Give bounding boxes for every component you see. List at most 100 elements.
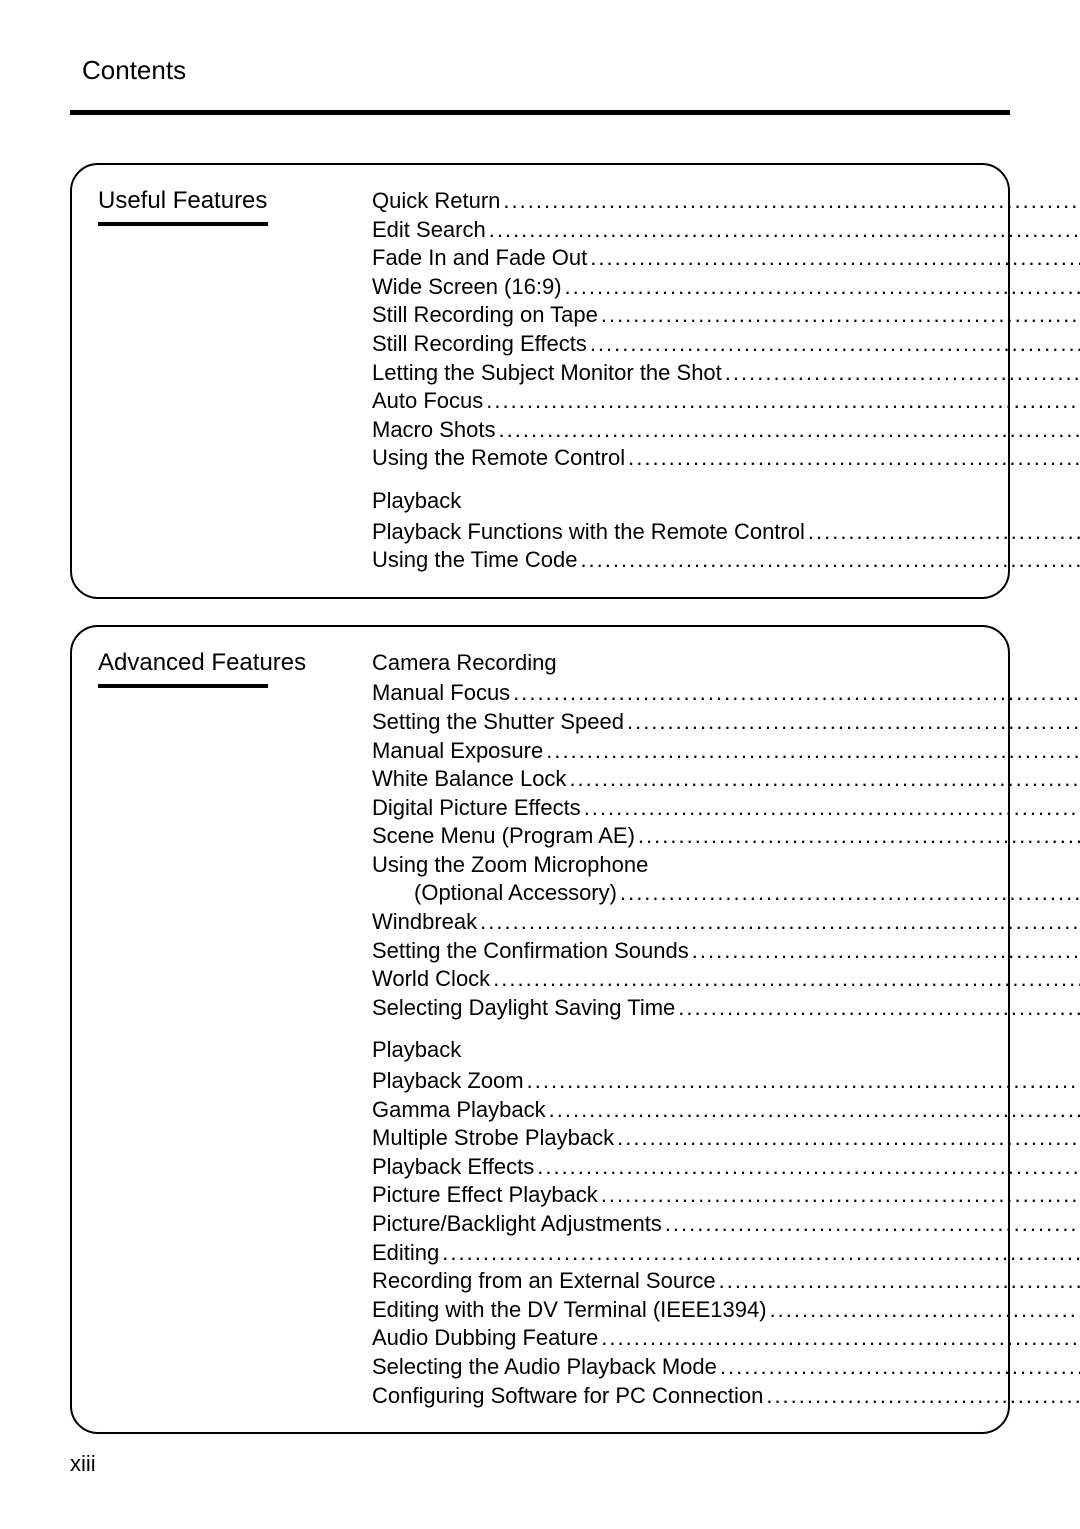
toc-leader-dots: ........................................…	[503, 187, 1080, 216]
toc-entry: Still Recording Effects ................…	[372, 330, 1080, 359]
toc-entry-label: Gamma Playback	[372, 1096, 549, 1125]
toc-entry-label: Still Recording on Tape	[372, 301, 601, 330]
toc-leader-dots: ........................................…	[601, 1181, 1080, 1210]
toc-entry-label: Audio Dubbing Feature	[372, 1324, 601, 1353]
toc-entry: (Optional Accessory) ...................…	[372, 879, 1080, 908]
toc-entry-label: Configuring Software for PC Connection	[372, 1382, 766, 1411]
toc-entry: Digital Picture Effects ................…	[372, 794, 1080, 823]
toc-leader-dots: ........................................…	[489, 216, 1080, 245]
toc-leader-dots: ........................................…	[584, 794, 1080, 823]
toc-leader-dots: ........................................…	[546, 737, 1080, 766]
toc-entry-label: Playback Zoom	[372, 1067, 527, 1096]
toc-entry: Fade In and Fade Out ...................…	[372, 244, 1080, 273]
toc-entry: Recording from an External Source ......…	[372, 1267, 1080, 1296]
toc-entry: Playback Zoom ..........................…	[372, 1067, 1080, 1096]
toc-entry-label: Macro Shots	[372, 416, 499, 445]
toc-entry-label: Editing with the DV Terminal (IEEE1394)	[372, 1296, 770, 1325]
toc-entry: Selecting the Audio Playback Mode ......…	[372, 1353, 1080, 1382]
toc-subheading: Camera Recording	[372, 649, 1080, 678]
toc-leader-dots: ........................................…	[770, 1296, 1080, 1325]
toc-leader-dots: ........................................…	[766, 1382, 1080, 1411]
toc-entry: Configuring Software for PC Connection .…	[372, 1382, 1080, 1411]
toc-leader-dots: ........................................…	[513, 679, 1080, 708]
toc-entry: Setting the Confirmation Sounds ........…	[372, 937, 1080, 966]
toc-entry: Using the Zoom Microphone	[372, 851, 1080, 880]
toc-entry: Picture/Backlight Adjustments ..........…	[372, 1210, 1080, 1239]
toc-entry: World Clock ............................…	[372, 965, 1080, 994]
toc-entry: White Balance Lock .....................…	[372, 765, 1080, 794]
toc-entry: Quick Return ...........................…	[372, 187, 1080, 216]
toc-entry: Wide Screen (16:9) .....................…	[372, 273, 1080, 302]
toc-entry: Macro Shots ............................…	[372, 416, 1080, 445]
toc-leader-dots: ........................................…	[692, 937, 1080, 966]
toc-entry: Using the Remote Control ...............…	[372, 444, 1080, 473]
toc-entry-label: Quick Return	[372, 187, 503, 216]
toc-subheading: Playback	[372, 487, 1080, 516]
toc-leader-dots: ........................................…	[565, 273, 1080, 302]
toc-entry-label: Fade In and Fade Out	[372, 244, 590, 273]
toc-leader-dots: ........................................…	[725, 359, 1080, 388]
toc-leader-dots: ........................................…	[617, 1124, 1080, 1153]
section-advanced-features: Advanced FeaturesCamera RecordingManual …	[70, 625, 1010, 1434]
toc-leader-dots: ........................................…	[527, 1067, 1080, 1096]
toc-entry: Auto Focus .............................…	[372, 387, 1080, 416]
toc-entry: Manual Exposure ........................…	[372, 737, 1080, 766]
toc-entry-label: Selecting the Audio Playback Mode	[372, 1353, 720, 1382]
toc-entry-label: Still Recording Effects	[372, 330, 590, 359]
toc-entry: Editing ................................…	[372, 1239, 1080, 1268]
toc-leader-dots: ........................................…	[580, 546, 1080, 575]
toc-entry: Edit Search ............................…	[372, 216, 1080, 245]
toc-leader-dots: ........................................…	[499, 416, 1080, 445]
toc-leader-dots: ........................................…	[627, 708, 1080, 737]
section-heading-rule	[98, 222, 268, 226]
toc-entry-label: Scene Menu (Program AE)	[372, 822, 638, 851]
toc-leader-dots: ........................................…	[678, 994, 1080, 1023]
toc-entry-label: Picture Effect Playback	[372, 1181, 601, 1210]
toc-entry-label: Playback Functions with the Remote Contr…	[372, 518, 808, 547]
toc-entry: Playback Effects .......................…	[372, 1153, 1080, 1182]
toc-entry-label: Wide Screen (16:9)	[372, 273, 565, 302]
section-heading: Advanced Features	[98, 649, 362, 678]
toc-subheading: Playback	[372, 1036, 1080, 1065]
page: Contents Useful FeaturesQuick Return ...…	[0, 0, 1080, 1529]
toc-entry: Audio Dubbing Feature ..................…	[372, 1324, 1080, 1353]
toc-leader-dots: ........................................…	[601, 1324, 1080, 1353]
toc-entry-label: Manual Exposure	[372, 737, 546, 766]
toc-entry-label: Manual Focus	[372, 679, 513, 708]
section-heading-column: Useful Features	[98, 187, 372, 226]
page-number: xiii	[70, 1451, 96, 1477]
toc-entry-label: Editing	[372, 1239, 442, 1268]
toc-entry: Picture Effect Playback ................…	[372, 1181, 1080, 1210]
toc-entry-label: Digital Picture Effects	[372, 794, 584, 823]
toc-entry: Multiple Strobe Playback ...............…	[372, 1124, 1080, 1153]
section-heading-rule	[98, 684, 268, 688]
sections-host: Useful FeaturesQuick Return ............…	[70, 163, 1010, 1434]
section-row: Useful FeaturesQuick Return ............…	[98, 187, 982, 575]
toc-leader-dots: ........................................…	[442, 1239, 1080, 1268]
toc-entry-label: Auto Focus	[372, 387, 486, 416]
toc-entry: Letting the Subject Monitor the Shot ...…	[372, 359, 1080, 388]
toc-entry: Editing with the DV Terminal (IEEE1394) …	[372, 1296, 1080, 1325]
toc-entry-label: Recording from an External Source	[372, 1267, 719, 1296]
toc-entry: Selecting Daylight Saving Time .........…	[372, 994, 1080, 1023]
toc-entry-label: White Balance Lock	[372, 765, 569, 794]
toc-leader-dots: ........................................…	[537, 1153, 1080, 1182]
toc-entry: Still Recording on Tape ................…	[372, 301, 1080, 330]
page-title: Contents	[82, 55, 1010, 86]
section-row: Advanced FeaturesCamera RecordingManual …	[98, 649, 982, 1410]
toc-leader-dots: ........................................…	[549, 1096, 1080, 1125]
toc-entry-label: Edit Search	[372, 216, 489, 245]
toc-entry: Scene Menu (Program AE) ................…	[372, 822, 1080, 851]
toc-entry: Using the Time Code ....................…	[372, 546, 1080, 575]
toc-entry-label: Using the Remote Control	[372, 444, 628, 473]
toc-entry: Playback Functions with the Remote Contr…	[372, 518, 1080, 547]
toc-leader-dots: ........................................…	[493, 965, 1080, 994]
toc-leader-dots: ........................................…	[720, 1353, 1080, 1382]
toc-leader-dots: ........................................…	[638, 822, 1080, 851]
toc-leader-dots: ........................................…	[601, 301, 1080, 330]
toc-entry-label: Windbreak	[372, 908, 480, 937]
toc-leader-dots: ........................................…	[620, 879, 1080, 908]
toc-entry-label: Letting the Subject Monitor the Shot	[372, 359, 725, 388]
section-useful-features: Useful FeaturesQuick Return ............…	[70, 163, 1010, 599]
section-heading-column: Advanced Features	[98, 649, 372, 688]
